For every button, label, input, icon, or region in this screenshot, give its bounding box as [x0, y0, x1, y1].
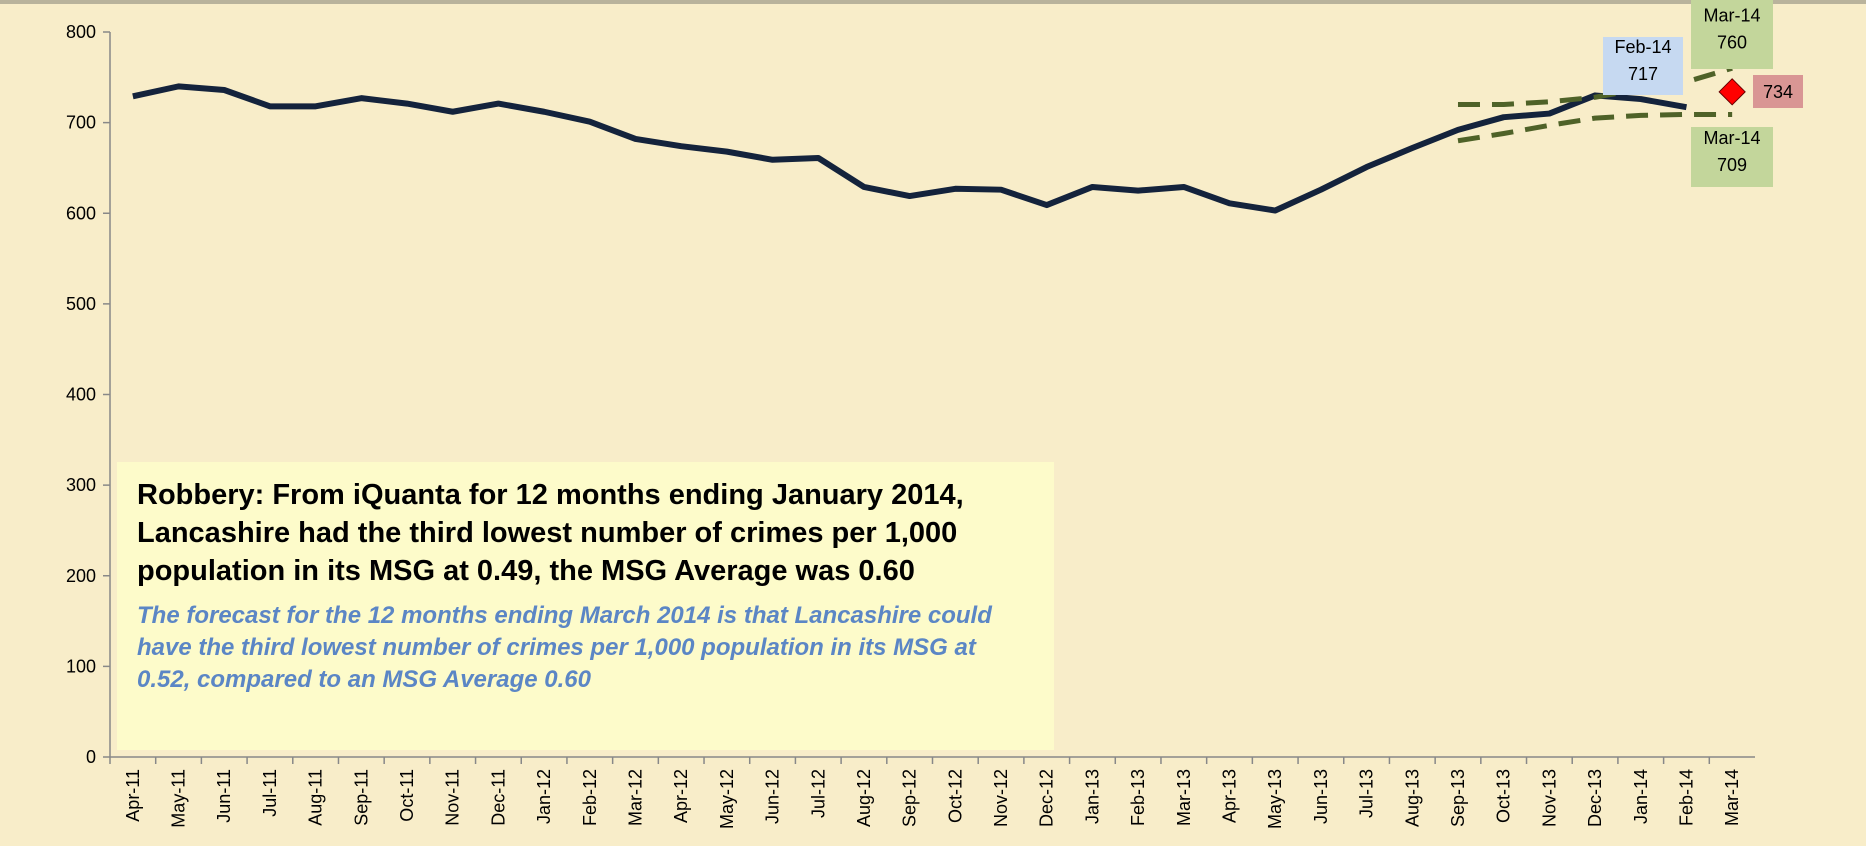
x-tick-label: Jun-13	[1311, 769, 1331, 824]
x-tick-label: May-12	[717, 769, 737, 829]
forecast-label: 734	[1763, 82, 1793, 102]
series-line	[1457, 111, 1733, 144]
x-tick-label: Nov-11	[443, 769, 463, 826]
x-tick-label: Nov-12	[991, 769, 1011, 827]
x-tick-label: Jan-12	[534, 769, 554, 824]
x-tick-label: Feb-13	[1128, 769, 1148, 826]
x-tick-label: Sep-11	[351, 769, 371, 826]
series-line	[132, 83, 1687, 214]
y-tick-label: 0	[86, 747, 96, 767]
x-tick-label: Sep-12	[900, 769, 920, 827]
x-tick-label: Nov-13	[1539, 769, 1559, 827]
annotation-text: Feb-14	[1614, 37, 1671, 57]
text-box: Robbery: From iQuanta for 12 months endi…	[117, 462, 1054, 750]
annotation-box	[1691, 127, 1773, 187]
y-tick-label: 700	[66, 113, 96, 133]
x-tick-label: Dec-13	[1585, 769, 1605, 827]
annotation-box	[1603, 37, 1683, 95]
y-tick-label: 500	[66, 294, 96, 314]
x-tick-label: Jul-12	[808, 769, 828, 818]
x-tick-label: Aug-13	[1402, 769, 1422, 827]
y-tick-label: 800	[66, 22, 96, 42]
x-tick-label: Apr-11	[123, 769, 143, 822]
x-tick-label: Oct-12	[945, 769, 965, 823]
annotation-text: 760	[1717, 33, 1747, 53]
x-tick-label: Apr-12	[671, 769, 691, 823]
x-tick-label: Feb-12	[580, 769, 600, 826]
x-tick-label: Jan-14	[1631, 769, 1651, 824]
top-border	[0, 0, 1866, 4]
x-tick-label: Apr-13	[1220, 769, 1240, 823]
annotation-text: 717	[1628, 64, 1658, 84]
x-tick-label: Jun-11	[214, 769, 234, 823]
x-tick-label: Sep-13	[1448, 769, 1468, 827]
x-tick-label: Dec-11	[488, 769, 508, 826]
x-tick-label: Mar-13	[1174, 769, 1194, 826]
y-tick-label: 400	[66, 385, 96, 405]
series-line	[1457, 65, 1733, 107]
x-tick-label: Jul-11	[260, 769, 280, 817]
x-tick-label: Mar-14	[1722, 769, 1742, 826]
forecast-point	[1718, 78, 1746, 106]
box-title: Robbery: From iQuanta for 12 months endi…	[137, 479, 964, 587]
x-tick-label: Jan-13	[1082, 769, 1102, 824]
box-subtitle: The forecast for the 12 months ending Ma…	[137, 602, 992, 693]
x-tick-label: May-11	[169, 769, 189, 828]
x-tick-label: Jul-13	[1357, 769, 1377, 818]
x-tick-label: Feb-14	[1676, 769, 1696, 826]
annotation-text: Mar-14	[1703, 128, 1760, 148]
x-tick-label: Dec-12	[1037, 769, 1057, 827]
y-tick-label: 300	[66, 475, 96, 495]
x-tick-label: Aug-12	[854, 769, 874, 827]
annotation-box	[1691, 0, 1773, 69]
x-tick-label: Oct-11	[397, 769, 417, 822]
y-tick-label: 200	[66, 566, 96, 586]
y-tick-label: 100	[66, 656, 96, 676]
x-tick-label: Oct-13	[1494, 769, 1514, 823]
y-tick-label: 600	[66, 203, 96, 223]
x-tick-label: Mar-12	[625, 769, 645, 826]
x-tick-label: May-13	[1265, 769, 1285, 829]
x-tick-label: Aug-11	[306, 769, 326, 826]
x-tick-label: Jun-12	[763, 769, 783, 824]
annotation-text: 709	[1717, 155, 1747, 175]
annotation-text: Mar-14	[1703, 6, 1760, 26]
forecast-label-box	[1753, 75, 1803, 108]
